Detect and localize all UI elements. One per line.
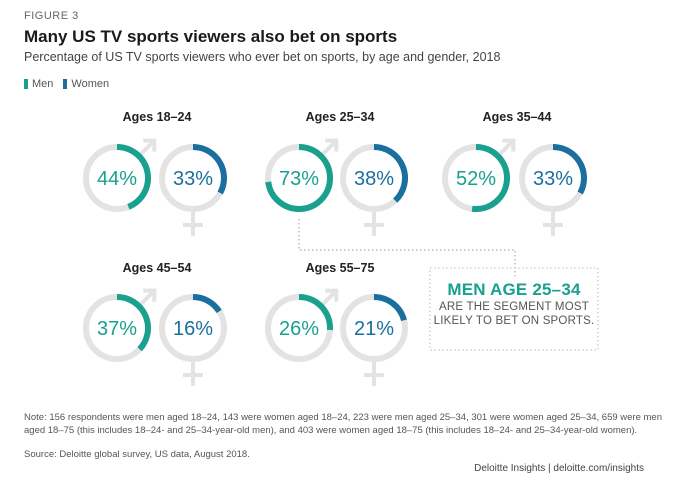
value-label-women-ages-45-54: 16% (173, 318, 213, 340)
value-label-men-ages-25-34: 73% (279, 168, 319, 190)
male-symbol-head-ages-55-75 (325, 288, 339, 302)
legend-label-men: Men (32, 78, 54, 90)
donut-arc-men-ages-55-75 (298, 294, 333, 331)
male-symbol-head-ages-18-24 (143, 138, 157, 152)
legend-swatch-men (24, 79, 28, 89)
donut-arc-men-ages-35-44 (471, 144, 510, 212)
donut-arc-women-ages-25-34 (373, 144, 408, 203)
donut-arc-women-ages-35-44 (552, 144, 587, 195)
donut-arc-men-ages-45-54 (116, 294, 151, 352)
male-symbol-arrow-ages-25-34 (319, 141, 336, 158)
legend-item-men: Men (24, 78, 53, 90)
male-symbol-arrow-ages-45-54 (137, 291, 154, 308)
value-label-women-ages-55-75: 21% (354, 318, 394, 340)
legend: Men Women (24, 78, 119, 90)
male-symbol-arrow-ages-18-24 (137, 141, 154, 158)
donut-arc-men-ages-25-34 (265, 144, 333, 212)
callout-line-2: LIKELY TO BET ON SPORTS. (433, 315, 595, 327)
source-note: Source: Deloitte global survey, US data,… (24, 449, 250, 460)
group-label-ages-18-24: Ages 18–24 (123, 110, 192, 124)
chart-subtitle: Percentage of US TV sports viewers who e… (24, 50, 501, 64)
legend-label-women: Women (71, 78, 110, 90)
group-label-ages-55-75: Ages 55–75 (306, 261, 375, 275)
callout-frame (429, 267, 599, 351)
legend-item-women: Women (63, 78, 109, 90)
legend-swatch-women (63, 79, 68, 89)
value-label-men-ages-45-54: 37% (97, 318, 137, 340)
callout-connector (298, 219, 516, 276)
value-label-women-ages-25-34: 38% (354, 168, 394, 190)
footnote: Note: 156 respondents were men aged 18–2… (24, 412, 662, 436)
value-label-women-ages-35-44: 33% (533, 168, 573, 190)
male-symbol-head-ages-25-34 (325, 138, 339, 152)
donut-arc-men-ages-18-24 (116, 144, 151, 210)
male-symbol-head-ages-35-44 (502, 138, 516, 152)
group-label-ages-35-44: Ages 35–44 (483, 110, 552, 124)
donut-arc-women-ages-45-54 (192, 294, 222, 314)
donut-arc-women-ages-18-24 (192, 144, 227, 195)
callout-line-1: ARE THE SEGMENT MOST (439, 301, 589, 313)
value-label-men-ages-18-24: 44% (97, 168, 137, 190)
male-symbol-arrow-ages-35-44 (496, 141, 513, 158)
value-label-men-ages-55-75: 26% (279, 318, 319, 340)
brand-credit: Deloitte Insights | deloitte.com/insight… (474, 463, 644, 474)
callout-headline: MEN AGE 25–34 (447, 280, 581, 299)
value-label-men-ages-35-44: 52% (456, 168, 496, 190)
group-label-ages-25-34: Ages 25–34 (306, 110, 375, 124)
male-symbol-arrow-ages-55-75 (319, 291, 336, 308)
donut-arc-women-ages-55-75 (373, 294, 407, 322)
callout: MEN AGE 25–34 ARE THE SEGMENT MOST LIKEL… (428, 280, 600, 328)
value-label-women-ages-18-24: 33% (173, 168, 213, 190)
chart-title: Many US TV sports viewers also bet on sp… (24, 27, 398, 46)
male-symbol-head-ages-45-54 (143, 288, 157, 302)
figure-label: FIGURE 3 (24, 10, 79, 22)
group-label-ages-45-54: Ages 45–54 (123, 261, 192, 275)
